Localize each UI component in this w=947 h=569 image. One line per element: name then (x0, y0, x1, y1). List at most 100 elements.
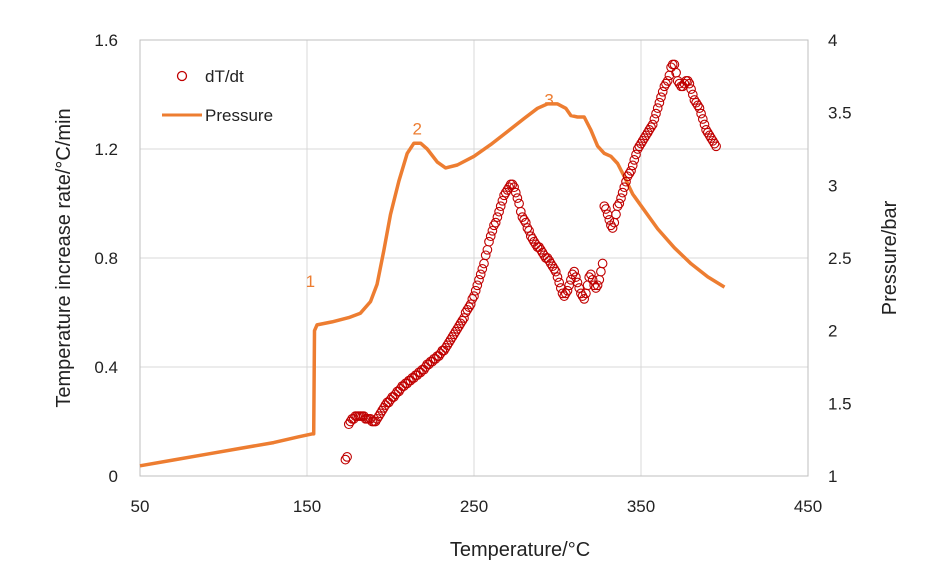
dtdt-point (500, 187, 511, 198)
dtdt-point (465, 299, 476, 310)
dtdt-point (477, 264, 488, 274)
y-right-axis-title: Pressure/bar (879, 200, 901, 315)
dtdt-point (554, 277, 565, 288)
dtdt-point (507, 179, 518, 190)
dtdt-point (464, 302, 474, 312)
x-tick-label: 450 (794, 497, 822, 516)
dtdt-point (686, 84, 696, 94)
dtdt-point (711, 141, 721, 152)
dtdt-point (530, 239, 541, 250)
dtdt-point (584, 272, 595, 282)
dtdt-point (642, 127, 653, 138)
dtdt-point (489, 220, 499, 231)
dtdt-point (383, 397, 394, 408)
legend: dT/dt Pressure (162, 67, 273, 125)
dtdt-point (452, 324, 463, 334)
dtdt-point (552, 272, 563, 282)
dtdt-point (641, 130, 651, 141)
dtdt-point (632, 144, 643, 154)
dtdt-point (611, 209, 621, 220)
dtdt-point (586, 269, 596, 280)
dtdt-point (577, 291, 588, 301)
dtdt-point (375, 408, 386, 419)
annotation-label: 2 (412, 119, 421, 138)
dtdt-point (519, 215, 529, 225)
dtdt-point (644, 125, 655, 135)
x-tick-label: 150 (293, 497, 321, 516)
dtdt-point (647, 119, 658, 130)
plot-frame (139, 39, 809, 477)
dtdt-point (395, 383, 406, 394)
dtdt-point (495, 201, 506, 212)
dtdt-point (624, 168, 635, 179)
y-left-tick-label: 1.6 (94, 31, 118, 50)
dtdt-point (706, 133, 716, 143)
dtdt-point (535, 244, 546, 255)
dtdt-point (699, 119, 710, 130)
dtdt-point (502, 185, 513, 195)
dtdt-point (467, 294, 478, 304)
dtdt-point (460, 307, 471, 318)
dtdt-point (622, 171, 633, 182)
dtdt-point (447, 332, 458, 342)
dtdt-point (701, 125, 711, 135)
dtdt-point (474, 274, 484, 285)
annotation-label: 3 (544, 90, 553, 109)
dtdt-point (377, 405, 387, 416)
dtdt-point (662, 76, 673, 86)
dtdt-point (704, 130, 715, 141)
dtdt-point (399, 381, 409, 391)
dtdt-point (566, 274, 576, 285)
dtdt-point (340, 454, 351, 465)
dtdt-point (469, 291, 479, 301)
dtdt-point (455, 318, 466, 329)
dtdt-point (449, 329, 459, 340)
y-left-axis-title: Temperature increase rate/°C/min (53, 108, 75, 407)
dtdt-point (450, 326, 461, 337)
dtdt-point (472, 280, 483, 291)
dtdt-point (439, 345, 449, 356)
dtdt-point (649, 114, 660, 124)
dtdt-point (440, 343, 451, 353)
dtdt-point (547, 261, 558, 272)
dtdt-point (482, 244, 493, 255)
dtdt-point (497, 195, 508, 206)
legend-dtdt-label: dT/dt (205, 67, 244, 86)
dtdt-point (527, 234, 538, 244)
y-right-tick-labels: 1 1.5 2 2.5 3 3.5 4 (828, 31, 852, 486)
dtdt-point (637, 135, 648, 146)
dtdt-point (689, 95, 700, 105)
dtdt-point (550, 266, 561, 277)
annotations: 1 2 3 (306, 90, 554, 291)
dtdt-point (525, 231, 536, 242)
dtdt-point (614, 198, 625, 209)
dtdt-point (697, 114, 708, 124)
dtdt-point (509, 182, 519, 193)
dtdt-point (654, 97, 665, 108)
dtdt-point (567, 269, 578, 280)
dtdt-point (444, 337, 454, 348)
dtdt-point (602, 209, 613, 220)
y-left-tick-label: 1.2 (94, 140, 118, 159)
dtdt-point (571, 272, 581, 282)
annotation-label: 1 (306, 272, 315, 291)
dtdt-point (579, 294, 590, 304)
x-tick-label: 50 (131, 497, 150, 516)
dtdt-point (702, 127, 713, 138)
dtdt-point (557, 288, 568, 299)
dtdt-point (652, 103, 663, 113)
dtdt-point (394, 386, 404, 397)
dtdt-point (574, 283, 585, 293)
dtdt-point (424, 359, 434, 370)
dtdt-point (542, 253, 553, 263)
dtdt-point (587, 274, 598, 285)
dtdt-point (674, 78, 685, 89)
dtdt-point (419, 364, 429, 375)
dtdt-point (345, 416, 356, 427)
dtdt-point (594, 274, 605, 285)
dtdt-point (512, 193, 523, 203)
dtdt-point (534, 242, 544, 252)
y-left-tick-label: 0.8 (94, 249, 118, 268)
pressure-line (139, 102, 726, 468)
y-right-tick-label: 4 (828, 31, 837, 50)
